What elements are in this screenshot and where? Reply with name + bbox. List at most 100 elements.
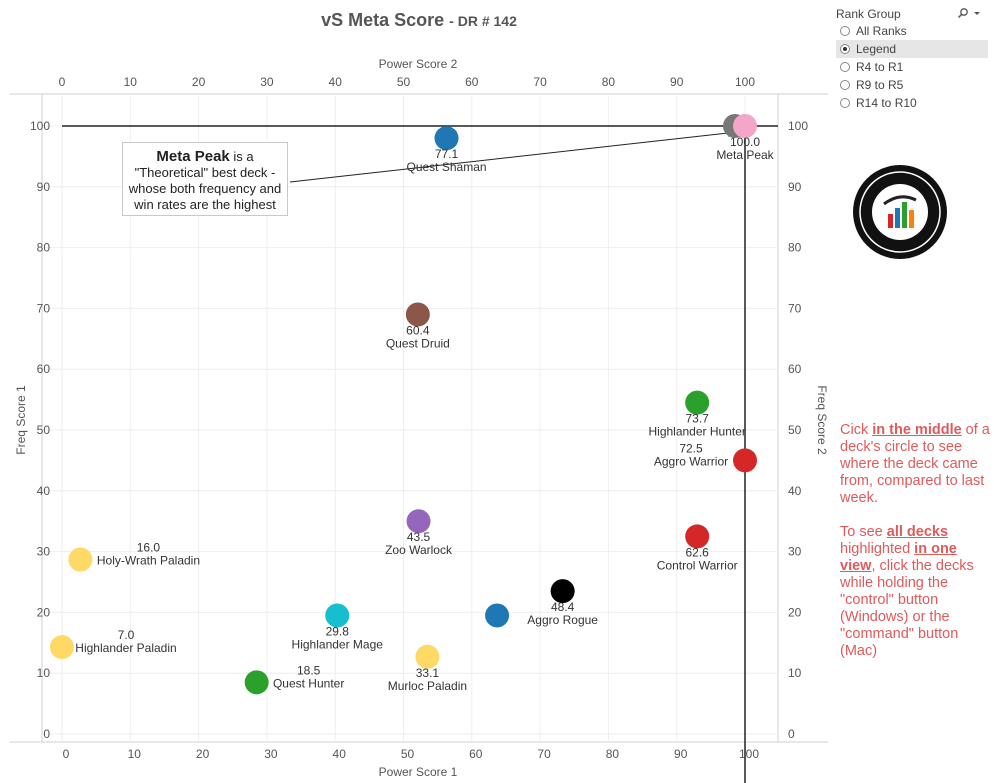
point-name-label: Zoo Warlock xyxy=(385,543,453,557)
x-tick-top: 90 xyxy=(670,75,684,89)
x-tick-top: 80 xyxy=(602,75,616,89)
instr-text: Cick xyxy=(840,422,873,438)
x-tick-bottom: 30 xyxy=(264,747,278,761)
instr-text: To see xyxy=(840,524,887,540)
point-name-label: Aggro Rogue xyxy=(527,613,598,627)
x-tick-bottom: 50 xyxy=(401,747,415,761)
filter-title: Rank Group xyxy=(836,7,901,21)
point-name-label: Quest Hunter xyxy=(273,676,344,690)
y-tick-right: 70 xyxy=(788,301,802,315)
point-name-label: Control Warrior xyxy=(657,558,738,572)
y-tick-left: 70 xyxy=(37,301,51,315)
point-name-label: Highlander Mage xyxy=(292,637,384,651)
x-tick-bottom: 0 xyxy=(63,747,70,761)
filter-header: Rank Group xyxy=(836,6,988,22)
filter-option-r4-to-r1[interactable]: R4 to R1 xyxy=(836,58,988,76)
instructions-paragraph-2: To see all decks highlighted in one view… xyxy=(840,524,990,660)
point-score-label: 33.1 xyxy=(416,666,440,680)
instr-emphasis: in the middle xyxy=(872,422,962,438)
point-score-label: 62.6 xyxy=(686,545,710,559)
y-tick-right: 50 xyxy=(788,423,802,437)
y-tick-left: 40 xyxy=(37,484,51,498)
point-marker xyxy=(733,114,757,138)
x-axis-title-top: Power Score 2 xyxy=(379,57,458,71)
point-marker xyxy=(50,635,74,660)
y-tick-right: 60 xyxy=(788,362,802,376)
deck-point-highlander-rogue[interactable] xyxy=(485,603,510,628)
search-icon[interactable] xyxy=(957,7,969,19)
point-marker xyxy=(405,302,430,327)
y-tick-right: 100 xyxy=(788,119,808,133)
point-marker xyxy=(550,579,575,604)
x-tick-bottom: 70 xyxy=(537,747,551,761)
radio-icon[interactable] xyxy=(840,44,850,54)
meta-peak-callout: Meta Peak is a "Theoretical" best deck -… xyxy=(122,142,288,216)
x-tick-top: 40 xyxy=(329,75,343,89)
instr-emphasis: all decks xyxy=(886,524,949,540)
filter-options: All Ranks Legend R4 to R1 R9 to R5 R14 to R1… xyxy=(836,22,988,112)
chart-title-main: vS Meta Score xyxy=(321,10,445,30)
scatter-plot[interactable]: 0010102020303040405050606070708080909010… xyxy=(0,0,836,783)
chart-title-sub: DR # 142 xyxy=(457,13,517,29)
y-tick-left: 80 xyxy=(37,241,51,255)
point-marker xyxy=(733,448,757,473)
instructions-note: Cick in the middle of a deck's circle to… xyxy=(840,422,990,677)
y-tick-left: 100 xyxy=(30,119,50,133)
rank-group-filter: Rank Group All Ranks Legend R4 to R1 R9 to … xyxy=(836,6,988,112)
filter-option-r9-to-r5[interactable]: R9 to R5 xyxy=(836,76,988,94)
y-tick-right: 90 xyxy=(788,180,802,194)
point-name-label: Aggro Warrior xyxy=(654,454,728,468)
radio-icon[interactable] xyxy=(840,62,850,72)
filter-option-legend[interactable]: Legend xyxy=(836,40,988,58)
instr-text: , click the decks while holding the "con… xyxy=(840,558,974,659)
point-score-label: 72.5 xyxy=(679,441,703,455)
point-marker xyxy=(415,644,440,669)
point-score-label: 43.5 xyxy=(407,530,431,544)
radio-icon[interactable] xyxy=(840,80,850,90)
point-name-label: Holy-Wrath Paladin xyxy=(97,554,200,568)
point-score-label: 29.8 xyxy=(326,624,350,638)
point-score-label: 73.7 xyxy=(686,412,710,426)
chart-title: vS Meta Score - DR # 142 xyxy=(0,10,838,31)
x-axis-title-bottom: Power Score 1 xyxy=(379,765,458,779)
x-tick-top: 10 xyxy=(124,75,138,89)
point-name-label: Quest Shaman xyxy=(407,160,487,174)
filter-option-r14-to-r10[interactable]: R14 to R10 xyxy=(836,94,988,112)
radio-icon[interactable] xyxy=(840,26,850,36)
x-tick-bottom: 60 xyxy=(469,747,483,761)
point-score-label: 18.5 xyxy=(297,663,321,677)
dropdown-arrow-icon[interactable] xyxy=(972,7,982,19)
radio-icon[interactable] xyxy=(840,98,850,108)
filter-option-all-ranks[interactable]: All Ranks xyxy=(836,22,988,40)
y-tick-right: 20 xyxy=(788,605,802,619)
instr-emphasis: in one view xyxy=(840,541,957,574)
x-tick-top: 60 xyxy=(465,75,479,89)
instr-text: highlighted xyxy=(840,541,915,557)
callout-arrow xyxy=(289,129,738,183)
y-tick-right: 30 xyxy=(788,545,802,559)
x-tick-bottom: 20 xyxy=(196,747,210,761)
point-score-label: 100.0 xyxy=(730,135,760,149)
filter-option-label: R14 to R10 xyxy=(856,96,917,110)
y-tick-left: 50 xyxy=(37,423,51,437)
y-tick-right: 40 xyxy=(788,484,802,498)
point-marker xyxy=(68,547,93,572)
point-marker xyxy=(406,509,431,534)
point-marker xyxy=(685,524,710,549)
instructions-paragraph-1: Cick in the middle of a deck's circle to… xyxy=(840,422,990,507)
data-reaper-logo xyxy=(853,165,947,259)
